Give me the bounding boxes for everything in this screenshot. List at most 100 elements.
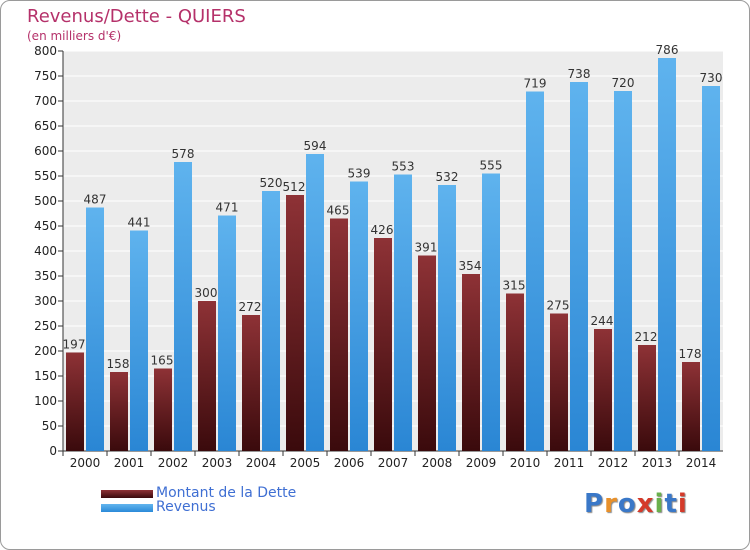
- bar-debt: [506, 293, 524, 451]
- data-label-revenus: 520: [260, 176, 283, 190]
- x-tick-label: 2008: [422, 456, 453, 470]
- logo-letter: o: [617, 489, 637, 519]
- bar-revenus: [526, 91, 544, 451]
- y-tick-label: 200: [34, 344, 57, 358]
- bar-debt: [682, 362, 700, 451]
- bar-revenus: [350, 181, 368, 451]
- y-tick-label: 800: [34, 44, 57, 58]
- x-tick-label: 2012: [598, 456, 629, 470]
- bar-debt: [66, 352, 84, 451]
- y-tick-label: 350: [34, 269, 57, 283]
- data-label-debt: 300: [195, 286, 218, 300]
- bar-debt: [594, 329, 612, 451]
- data-label-revenus: 555: [480, 159, 503, 173]
- y-tick-label: 250: [34, 319, 57, 333]
- data-label-revenus: 578: [172, 147, 195, 161]
- y-tick-label: 0: [49, 444, 57, 458]
- logo-letter: t: [664, 489, 678, 519]
- data-label-revenus: 539: [348, 167, 371, 181]
- bar-revenus: [262, 191, 280, 451]
- bar-revenus: [482, 173, 500, 451]
- x-tick-label: 2011: [554, 456, 585, 470]
- data-label-debt: 178: [679, 347, 702, 361]
- data-label-revenus: 786: [656, 43, 679, 57]
- data-label-debt: 244: [591, 314, 614, 328]
- y-tick-label: 150: [34, 369, 57, 383]
- logo-letter: i: [654, 489, 665, 519]
- bar-debt: [462, 274, 480, 451]
- data-label-debt: 315: [503, 279, 526, 293]
- data-label-debt: 212: [635, 330, 658, 344]
- legend-label-debt: Montant de la Dette: [156, 485, 297, 501]
- bar-revenus: [394, 174, 412, 451]
- data-label-debt: 272: [239, 300, 262, 314]
- data-label-revenus: 719: [524, 77, 547, 91]
- x-tick-label: 2003: [202, 456, 233, 470]
- bar-debt: [550, 313, 568, 451]
- legend-label-revenus: Revenus: [156, 499, 216, 515]
- x-tick-label: 2005: [290, 456, 321, 470]
- x-tick-label: 2001: [114, 456, 145, 470]
- logo-letter: x: [636, 489, 655, 519]
- y-tick-label: 300: [34, 294, 57, 308]
- bar-revenus: [438, 185, 456, 451]
- data-label-debt: 158: [107, 357, 130, 371]
- data-label-debt: 391: [415, 241, 438, 255]
- data-label-revenus: 471: [216, 201, 239, 215]
- chart-subtitle: (en milliers d'€): [27, 29, 122, 43]
- bar-debt: [638, 345, 656, 451]
- y-tick-label: 50: [42, 419, 57, 433]
- x-tick-label: 2009: [466, 456, 497, 470]
- data-label-debt: 426: [371, 223, 394, 237]
- y-tick-label: 450: [34, 219, 57, 233]
- logo-letter: P: [584, 489, 605, 519]
- y-tick-label: 600: [34, 144, 57, 158]
- data-label-debt: 165: [151, 354, 174, 368]
- data-label-revenus: 730: [700, 71, 723, 85]
- legend-swatch-debt: [101, 490, 153, 498]
- proxiti-logo: Proxiti: [584, 489, 688, 519]
- data-label-debt: 275: [547, 299, 570, 313]
- bar-debt: [330, 218, 348, 451]
- bar-debt: [154, 368, 172, 451]
- bar-debt: [110, 372, 128, 451]
- x-tick-label: 2000: [70, 456, 101, 470]
- data-label-revenus: 487: [84, 193, 107, 207]
- bar-debt: [198, 301, 216, 451]
- bar-revenus: [658, 58, 676, 451]
- data-label-debt: 354: [459, 259, 482, 273]
- bar-debt: [374, 238, 392, 451]
- logo-letter: r: [604, 489, 618, 519]
- data-label-revenus: 441: [128, 216, 151, 230]
- data-label-revenus: 532: [436, 170, 459, 184]
- data-label-revenus: 594: [304, 139, 327, 153]
- y-tick-label: 700: [34, 94, 57, 108]
- y-tick-label: 650: [34, 119, 57, 133]
- y-tick-label: 400: [34, 244, 57, 258]
- bar-debt: [242, 315, 260, 451]
- data-label-revenus: 553: [392, 160, 415, 174]
- y-tick-label: 100: [34, 394, 57, 408]
- x-tick-label: 2004: [246, 456, 277, 470]
- bar-revenus: [570, 82, 588, 451]
- x-tick-label: 2006: [334, 456, 365, 470]
- bar-revenus: [218, 215, 236, 451]
- data-label-debt: 197: [63, 338, 86, 352]
- y-tick-label: 750: [34, 69, 57, 83]
- logo-letter: i: [677, 489, 688, 519]
- bar-revenus: [306, 154, 324, 451]
- bar-revenus: [614, 91, 632, 451]
- legend-swatch-revenus: [101, 504, 153, 512]
- x-tick-label: 2013: [642, 456, 673, 470]
- bar-revenus: [130, 230, 148, 451]
- y-tick-label: 500: [34, 194, 57, 208]
- bar-revenus: [174, 162, 192, 451]
- bar-debt: [418, 255, 436, 451]
- x-tick-label: 2014: [686, 456, 717, 470]
- x-tick-label: 2007: [378, 456, 409, 470]
- bar-revenus: [86, 207, 104, 451]
- data-label-revenus: 738: [568, 67, 591, 81]
- x-tick-label: 2010: [510, 456, 541, 470]
- y-tick-label: 550: [34, 169, 57, 183]
